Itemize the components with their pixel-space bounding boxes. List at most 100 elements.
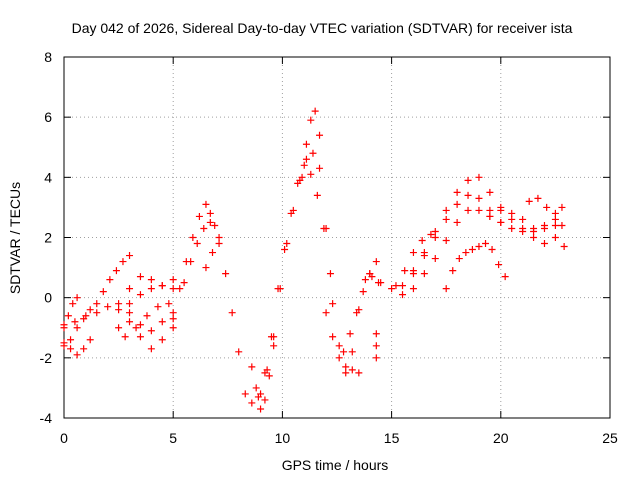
data-point xyxy=(551,234,559,241)
data-point xyxy=(169,324,177,332)
y-tick-label: 6 xyxy=(44,109,52,125)
data-point xyxy=(169,285,177,293)
data-point xyxy=(112,267,120,275)
series-arc22 xyxy=(392,230,435,290)
data-point xyxy=(300,161,308,169)
chart-title: Day 042 of 2026, Sidereal Day-to-day VTE… xyxy=(72,20,573,36)
marks xyxy=(60,107,568,413)
data-point xyxy=(322,309,330,317)
data-point xyxy=(442,285,450,293)
data-point xyxy=(206,218,214,226)
data-point xyxy=(136,321,144,329)
data-point xyxy=(482,240,490,248)
data-point xyxy=(486,206,494,214)
data-point xyxy=(158,282,166,290)
data-point xyxy=(263,366,271,374)
data-point xyxy=(453,218,461,226)
data-point xyxy=(558,203,566,211)
series-arc12 xyxy=(248,342,278,413)
data-point xyxy=(372,330,380,338)
data-point xyxy=(73,324,81,332)
data-point xyxy=(455,255,463,263)
data-point xyxy=(222,270,230,278)
data-point xyxy=(464,176,472,184)
data-point xyxy=(401,267,409,275)
data-point xyxy=(316,131,324,139)
data-point xyxy=(147,285,155,293)
series-arc13 xyxy=(257,149,363,398)
data-point xyxy=(468,246,476,254)
data-point xyxy=(261,396,269,404)
data-point xyxy=(132,324,140,332)
data-point xyxy=(540,240,548,248)
data-point xyxy=(534,194,542,202)
data-point xyxy=(361,276,369,284)
data-point xyxy=(86,336,94,344)
data-point xyxy=(348,348,356,356)
data-point xyxy=(187,258,195,266)
data-point xyxy=(180,279,188,287)
series-arc18 xyxy=(372,330,380,362)
data-point xyxy=(126,300,134,308)
data-point xyxy=(335,342,343,350)
series-arc11 xyxy=(202,240,289,407)
x-tick-label: 0 xyxy=(60,430,68,446)
data-point xyxy=(431,234,439,241)
series-arc15 xyxy=(298,107,324,181)
data-point xyxy=(115,306,123,314)
data-point xyxy=(320,224,328,232)
series-arc2 xyxy=(60,336,94,359)
data-point xyxy=(372,354,380,362)
data-point xyxy=(248,399,256,407)
series-arc25 xyxy=(519,215,566,248)
data-point xyxy=(115,324,123,332)
data-point xyxy=(551,221,559,229)
data-point xyxy=(67,345,75,353)
grid xyxy=(64,57,610,418)
series-arc24 xyxy=(486,203,566,241)
x-tick-label: 25 xyxy=(602,430,618,446)
data-point xyxy=(136,273,144,281)
data-point xyxy=(99,288,107,296)
data-point xyxy=(252,384,260,392)
data-point xyxy=(519,215,527,223)
data-point xyxy=(316,164,324,172)
data-point xyxy=(427,230,435,238)
data-point xyxy=(235,348,243,356)
data-point xyxy=(551,209,559,217)
data-point xyxy=(525,197,533,205)
data-point xyxy=(420,270,428,278)
data-point xyxy=(329,300,337,308)
x-tick-label: 15 xyxy=(384,430,400,446)
data-point xyxy=(558,221,566,229)
y-tick-label: -4 xyxy=(40,410,53,426)
data-point xyxy=(93,300,101,308)
data-point xyxy=(86,306,94,314)
data-point xyxy=(158,336,166,344)
data-point xyxy=(200,224,208,232)
data-point xyxy=(121,333,129,341)
data-point xyxy=(302,155,310,163)
data-point xyxy=(353,309,361,317)
data-point xyxy=(73,294,81,302)
data-point xyxy=(281,246,289,254)
data-point xyxy=(126,318,134,326)
data-point xyxy=(143,312,151,320)
data-point xyxy=(82,312,90,320)
data-point xyxy=(392,282,400,290)
data-point xyxy=(340,348,348,356)
data-point xyxy=(326,270,334,278)
data-point xyxy=(342,363,350,371)
data-point xyxy=(540,221,548,229)
data-point xyxy=(366,270,374,278)
data-point xyxy=(169,315,177,323)
series-arc5 xyxy=(115,273,177,308)
data-point xyxy=(265,372,273,380)
y-tick-label: 4 xyxy=(44,169,52,185)
data-point xyxy=(497,203,505,211)
data-point xyxy=(475,173,483,181)
data-point xyxy=(126,309,134,317)
x-tick-label: 5 xyxy=(169,430,177,446)
data-point xyxy=(154,303,162,311)
